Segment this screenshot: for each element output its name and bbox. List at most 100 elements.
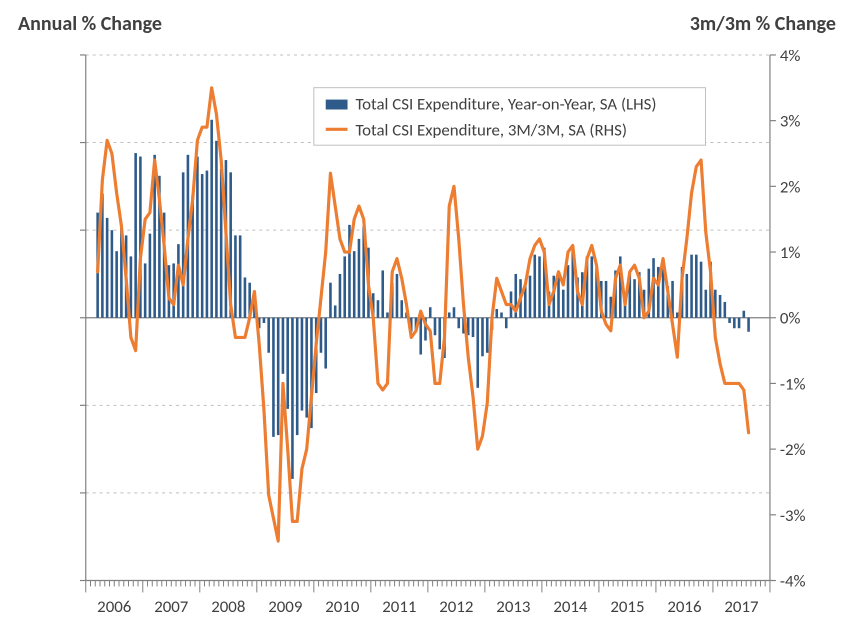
y-right-tick-label: 0% <box>780 308 801 329</box>
bar <box>386 312 389 317</box>
bar <box>590 256 593 317</box>
bar <box>334 305 337 317</box>
bar <box>144 263 147 317</box>
bar <box>686 274 689 318</box>
bar <box>538 256 541 317</box>
x-tick-label: 2007 <box>154 596 188 617</box>
bar <box>481 318 484 357</box>
bar <box>324 318 327 369</box>
bar <box>234 235 237 317</box>
y-right-tick-label: 2% <box>780 176 801 197</box>
bar <box>633 279 636 318</box>
legend-label-line: Total CSI Expenditure, 3M/3M, SA (RHS) <box>355 119 627 140</box>
bar <box>438 318 441 350</box>
bar <box>210 120 213 318</box>
y-right-tick-label: -3% <box>780 505 806 526</box>
bar <box>733 318 736 329</box>
bar <box>272 318 275 437</box>
bar <box>353 251 356 318</box>
bar <box>457 318 460 329</box>
y-right-tick-label: 3% <box>780 111 801 132</box>
legend: Total CSI Expenditure, Year-on-Year, SA … <box>314 88 706 146</box>
x-tick-label: 2013 <box>496 596 530 617</box>
x-tick-label: 2017 <box>724 596 758 617</box>
bar <box>429 307 432 318</box>
bar <box>106 218 109 318</box>
x-tick-label: 2014 <box>553 596 588 617</box>
bar <box>453 307 456 318</box>
bar <box>320 318 323 353</box>
bar <box>296 318 299 435</box>
bar <box>743 311 746 318</box>
x-tick-label: 2008 <box>211 596 245 617</box>
bar <box>339 274 342 318</box>
bar <box>244 277 247 317</box>
bar <box>476 318 479 388</box>
x-tick-label: 2010 <box>325 596 360 617</box>
bar <box>500 312 503 317</box>
legend-label-bars: Total CSI Expenditure, Year-on-Year, SA … <box>355 93 656 114</box>
bar <box>206 171 209 318</box>
bar <box>700 262 703 318</box>
bar <box>201 174 204 318</box>
bar <box>301 318 304 411</box>
plot-svg: -15%-10%-5%0%5%10%15%-4%-3%-2%-1%0%1%2%3… <box>80 50 854 640</box>
legend-swatch-bar <box>326 100 348 110</box>
bar <box>149 234 152 318</box>
bar <box>381 270 384 317</box>
bar <box>291 318 294 479</box>
bar <box>505 318 508 329</box>
bar <box>419 318 422 355</box>
y-right-tick-label: 4% <box>780 50 801 66</box>
bar <box>486 318 489 353</box>
x-tick-label: 2012 <box>439 596 473 617</box>
x-tick-label: 2015 <box>610 596 644 617</box>
bar <box>529 276 532 318</box>
line-series <box>98 88 749 541</box>
bar <box>182 172 185 317</box>
bar <box>695 255 698 318</box>
bar <box>567 265 570 318</box>
bar <box>562 290 565 318</box>
bar <box>448 312 451 317</box>
bar <box>738 318 741 329</box>
bar <box>358 239 361 318</box>
bar <box>239 235 242 317</box>
bar <box>343 256 346 317</box>
y-right-title: 3m/3m % Change <box>690 12 836 36</box>
y-left-title: Annual % Change <box>18 12 162 36</box>
bar <box>747 318 750 332</box>
bar <box>111 230 114 318</box>
bar <box>724 302 727 318</box>
bar <box>396 274 399 318</box>
x-tick-label: 2016 <box>667 596 701 617</box>
y-right-tick-label: -4% <box>780 570 806 591</box>
bar <box>400 300 403 318</box>
x-tick-label: 2009 <box>268 596 302 617</box>
bar <box>472 318 475 337</box>
bar <box>495 309 498 318</box>
y-right-tick-label: -1% <box>780 373 806 394</box>
bar <box>134 153 137 318</box>
bar <box>305 318 308 418</box>
bar <box>286 318 289 409</box>
x-tick-label: 2006 <box>97 596 131 617</box>
bar <box>705 290 708 318</box>
bar <box>434 318 437 336</box>
bar <box>605 281 608 318</box>
plot-area: -15%-10%-5%0%5%10%15%-4%-3%-2%-1%0%1%2%3… <box>80 50 770 580</box>
y-right-tick-label: 1% <box>780 242 801 263</box>
bar <box>329 283 332 318</box>
bar <box>215 141 218 318</box>
bar <box>115 251 118 318</box>
bar <box>277 318 280 435</box>
bar <box>263 318 266 323</box>
x-tick-label: 2011 <box>382 596 416 617</box>
bar <box>196 157 199 318</box>
bar <box>533 255 536 318</box>
bar <box>267 318 270 353</box>
bar <box>728 318 731 323</box>
bar <box>690 255 693 318</box>
bar <box>282 318 285 374</box>
bar <box>719 295 722 318</box>
